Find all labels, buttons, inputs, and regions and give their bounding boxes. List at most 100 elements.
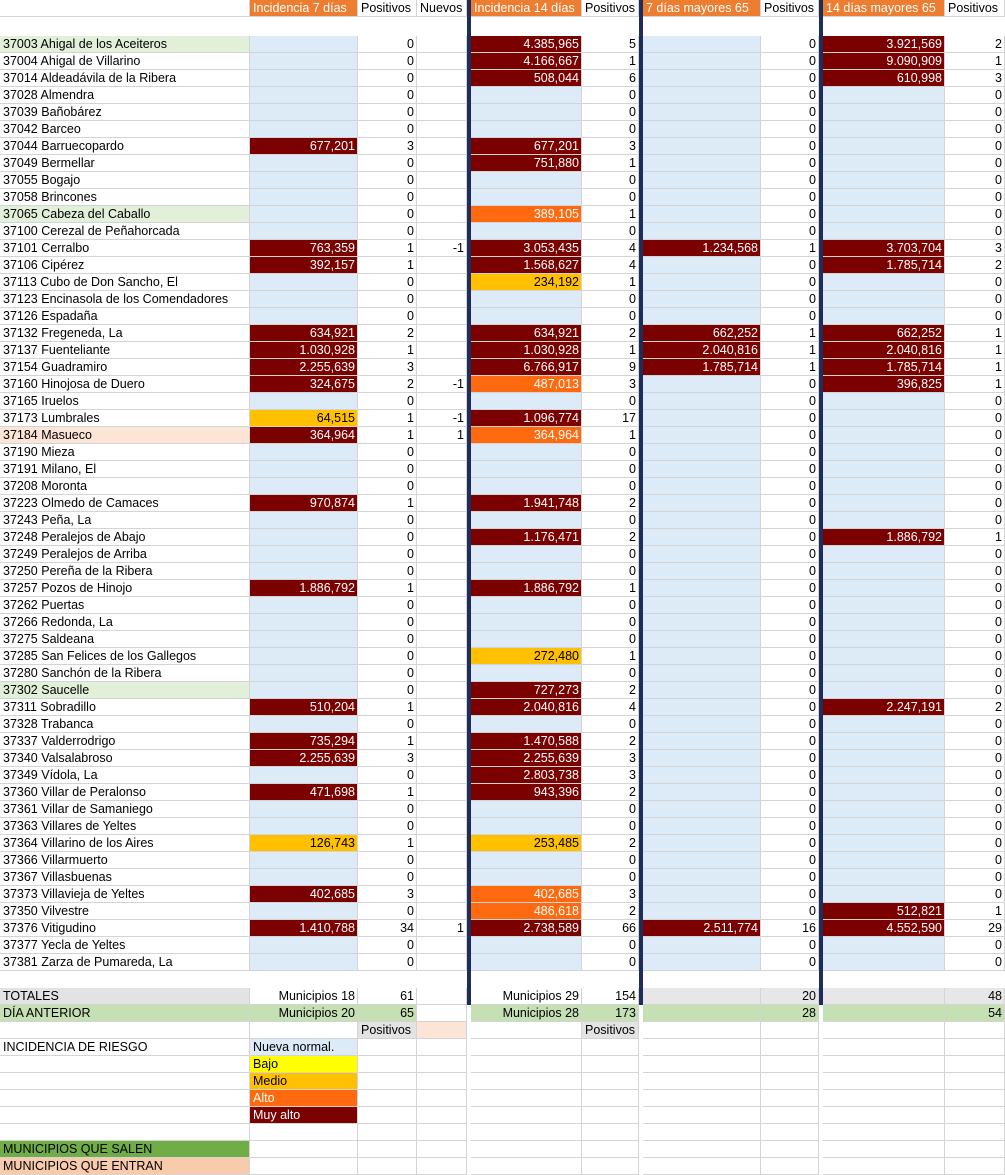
incidence-7d-cell[interactable]: 64,515 <box>250 410 358 427</box>
positives-14d-cell[interactable]: 1 <box>582 53 639 70</box>
empty-cell[interactable] <box>643 1141 761 1158</box>
new-cases-cell[interactable] <box>417 699 467 716</box>
incidence-7d-cell[interactable]: 1.410,788 <box>250 920 358 937</box>
positives-7d-over65-cell[interactable]: 0 <box>761 597 819 614</box>
incidence-14d-over65-cell[interactable] <box>823 580 945 597</box>
positives-7d-cell[interactable]: 0 <box>358 597 417 614</box>
incidence-14d-cell[interactable]: 234,192 <box>471 274 582 291</box>
incidence-7d-cell[interactable] <box>250 954 358 971</box>
positives-14d-over65-cell[interactable]: 0 <box>945 495 1005 512</box>
incidence-7d-cell[interactable] <box>250 614 358 631</box>
incidence-14d-over65-cell[interactable] <box>823 716 945 733</box>
new-cases-cell[interactable] <box>417 223 467 240</box>
positives-14d-cell[interactable]: 17 <box>582 410 639 427</box>
empty-cell[interactable] <box>358 1141 417 1158</box>
new-cases-cell[interactable] <box>417 614 467 631</box>
positives-14d-cell[interactable]: 1 <box>582 648 639 665</box>
totals-positives-7d-over65[interactable]: 20 <box>761 988 819 1005</box>
positives-14d-cell[interactable]: 0 <box>582 631 639 648</box>
positives-14d-cell[interactable]: 1 <box>582 206 639 223</box>
incidence-7d-cell[interactable]: 510,204 <box>250 699 358 716</box>
positives-14d-over65-cell[interactable]: 0 <box>945 104 1005 121</box>
incidence-7d-cell[interactable] <box>250 308 358 325</box>
empty-cell[interactable] <box>417 1073 467 1090</box>
incidence-14d-over65-cell[interactable] <box>823 835 945 852</box>
positives-14d-cell[interactable]: 2 <box>582 529 639 546</box>
positives-14d-cell[interactable]: 66 <box>582 920 639 937</box>
incidence-14d-over65-cell[interactable] <box>823 393 945 410</box>
positives-14d-over65-cell[interactable]: 0 <box>945 869 1005 886</box>
positives-14d-cell[interactable]: 0 <box>582 189 639 206</box>
positives-7d-over65-cell[interactable]: 0 <box>761 818 819 835</box>
positives-14d-cell[interactable]: 0 <box>582 478 639 495</box>
positives-14d-over65-cell[interactable]: 0 <box>945 597 1005 614</box>
new-cases-cell[interactable] <box>417 818 467 835</box>
municipality-name-cell[interactable]: 37106 Cipérez <box>0 257 250 274</box>
positives-14d-over65-cell[interactable]: 0 <box>945 835 1005 852</box>
new-cases-cell[interactable] <box>417 121 467 138</box>
new-cases-cell[interactable] <box>417 597 467 614</box>
incidence-14d-over65-cell[interactable] <box>823 444 945 461</box>
municipality-name-cell[interactable]: 37249 Peralejos de Arriba <box>0 546 250 563</box>
new-cases-cell[interactable] <box>417 478 467 495</box>
prev-positives-7d[interactable]: 65 <box>358 1005 417 1022</box>
incidence-14d-over65-cell[interactable] <box>823 784 945 801</box>
municipality-name-cell[interactable]: 37039 Bañobárez <box>0 104 250 121</box>
incidence-14d-over65-cell[interactable] <box>823 138 945 155</box>
incidence-7d-cell[interactable] <box>250 87 358 104</box>
incidence-7d-cell[interactable]: 2.255,639 <box>250 359 358 376</box>
positives-14d-over65-cell[interactable]: 0 <box>945 784 1005 801</box>
empty-cell[interactable] <box>0 1107 250 1124</box>
positives-14d-over65-cell[interactable]: 3 <box>945 70 1005 87</box>
incidence-7d-cell[interactable]: 735,294 <box>250 733 358 750</box>
incidence-14d-cell[interactable]: 677,201 <box>471 138 582 155</box>
municipality-name-cell[interactable]: 37055 Bogajo <box>0 172 250 189</box>
incidence-14d-over65-cell[interactable]: 9.090,909 <box>823 53 945 70</box>
municipality-name-cell[interactable]: 37173 Lumbrales <box>0 410 250 427</box>
positives-7d-cell[interactable]: 0 <box>358 954 417 971</box>
empty-cell[interactable] <box>823 1073 945 1090</box>
empty-cell[interactable] <box>358 1107 417 1124</box>
positives-14d-over65-cell[interactable]: 1 <box>945 903 1005 920</box>
positives-7d-over65-cell[interactable]: 0 <box>761 563 819 580</box>
new-cases-cell[interactable] <box>417 512 467 529</box>
incidence-14d-cell[interactable]: 486,618 <box>471 903 582 920</box>
incidence-14d-cell[interactable]: 1.030,928 <box>471 342 582 359</box>
positives-14d-cell[interactable]: 0 <box>582 665 639 682</box>
incidence-7d-cell[interactable] <box>250 206 358 223</box>
totals-label[interactable]: TOTALES <box>0 988 250 1005</box>
incidence-7d-cell[interactable] <box>250 937 358 954</box>
municipality-name-cell[interactable]: 37113 Cubo de Don Sancho, El <box>0 274 250 291</box>
incidence-7d-cell[interactable] <box>250 716 358 733</box>
municipality-name-cell[interactable]: 37042 Barceo <box>0 121 250 138</box>
positives-7d-over65-cell[interactable]: 0 <box>761 801 819 818</box>
positives-7d-over65-cell[interactable]: 1 <box>761 342 819 359</box>
incidence-7d-cell[interactable]: 126,743 <box>250 835 358 852</box>
positives-7d-cell[interactable]: 3 <box>358 750 417 767</box>
incidence-7d-over65-cell[interactable] <box>643 631 761 648</box>
positives-7d-cell[interactable]: 1 <box>358 240 417 257</box>
empty-cell[interactable] <box>417 1039 467 1056</box>
incidence-7d-over65-cell[interactable] <box>643 308 761 325</box>
incidence-7d-cell[interactable]: 1.886,792 <box>250 580 358 597</box>
empty-cell[interactable] <box>582 1158 639 1175</box>
incidence-7d-cell[interactable]: 634,921 <box>250 325 358 342</box>
incidence-7d-over65-cell[interactable] <box>643 954 761 971</box>
positives-14d-cell[interactable]: 2 <box>582 784 639 801</box>
empty-cell[interactable] <box>250 1124 358 1141</box>
incidence-7d-cell[interactable] <box>250 478 358 495</box>
municipality-name-cell[interactable]: 37377 Yecla de Yeltes <box>0 937 250 954</box>
incidence-7d-cell[interactable] <box>250 104 358 121</box>
positives-7d-over65-cell[interactable]: 0 <box>761 257 819 274</box>
incidence-14d-over65-cell[interactable] <box>823 733 945 750</box>
empty-cell[interactable] <box>945 1022 1005 1039</box>
incidence-7d-over65-cell[interactable] <box>643 580 761 597</box>
incidence-14d-cell[interactable]: 2.803,738 <box>471 767 582 784</box>
municipality-name-cell[interactable]: 37123 Encinasola de los Comendadores <box>0 291 250 308</box>
positives-7d-over65-cell[interactable]: 0 <box>761 767 819 784</box>
empty-cell[interactable] <box>945 1039 1005 1056</box>
incidence-14d-over65-cell[interactable] <box>823 886 945 903</box>
empty-cell[interactable] <box>358 1073 417 1090</box>
incidence-14d-cell[interactable]: 1.568,627 <box>471 257 582 274</box>
empty-cell[interactable] <box>250 1022 358 1039</box>
